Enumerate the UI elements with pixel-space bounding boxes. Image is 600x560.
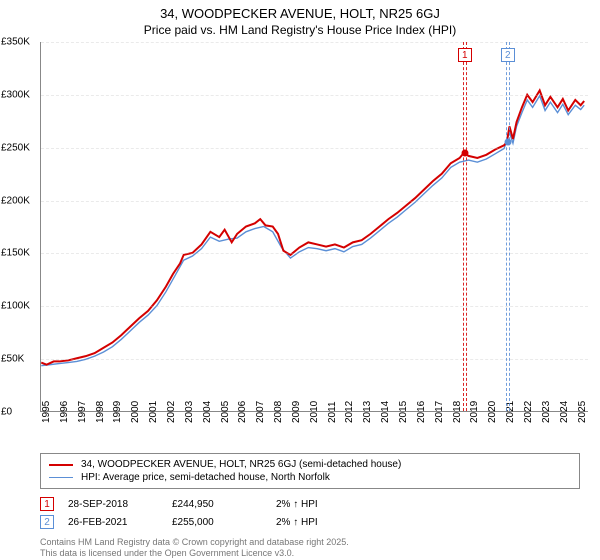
legend-label: 34, WOODPECKER AVENUE, HOLT, NR25 6GJ (s… bbox=[81, 459, 401, 470]
plot-area: £0£50K£100K£150K£200K£250K£300K£350K1995… bbox=[40, 42, 588, 412]
footnote-line1: Contains HM Land Registry data © Crown c… bbox=[40, 537, 580, 548]
marker-label: 1 bbox=[458, 48, 472, 62]
x-tick-label: 2012 bbox=[344, 401, 355, 423]
y-tick-label: £150K bbox=[1, 248, 37, 259]
y-tick-label: £0 bbox=[1, 407, 37, 418]
x-tick-label: 2018 bbox=[452, 401, 463, 423]
chart-subtitle: Price paid vs. HM Land Registry's House … bbox=[0, 21, 600, 41]
y-tick-label: £350K bbox=[1, 37, 37, 48]
marker-band bbox=[506, 42, 510, 411]
x-tick-label: 2008 bbox=[273, 401, 284, 423]
y-tick-label: £200K bbox=[1, 195, 37, 206]
y-tick-label: £100K bbox=[1, 301, 37, 312]
row-delta: 2% ↑ HPI bbox=[276, 499, 366, 510]
x-tick-label: 2022 bbox=[523, 401, 534, 423]
x-tick-label: 1995 bbox=[41, 401, 52, 423]
x-tick-label: 2004 bbox=[202, 401, 213, 423]
row-date: 26-FEB-2021 bbox=[68, 517, 158, 528]
x-tick-label: 2006 bbox=[237, 401, 248, 423]
x-tick-label: 2001 bbox=[148, 401, 159, 423]
row-price: £255,000 bbox=[172, 517, 262, 528]
row-delta: 2% ↑ HPI bbox=[276, 517, 366, 528]
x-tick-label: 2010 bbox=[309, 401, 320, 423]
marker-point bbox=[504, 139, 511, 146]
series-line bbox=[41, 96, 584, 366]
x-tick-label: 2002 bbox=[166, 401, 177, 423]
legend-swatch bbox=[49, 464, 73, 466]
x-tick-label: 1998 bbox=[95, 401, 106, 423]
table-row: 1 28-SEP-2018 £244,950 2% ↑ HPI bbox=[40, 497, 580, 511]
row-price: £244,950 bbox=[172, 499, 262, 510]
x-tick-label: 1997 bbox=[77, 401, 88, 423]
x-tick-label: 2016 bbox=[416, 401, 427, 423]
marker-label: 2 bbox=[501, 48, 515, 62]
legend-item: 34, WOODPECKER AVENUE, HOLT, NR25 6GJ (s… bbox=[49, 458, 571, 471]
row-date: 28-SEP-2018 bbox=[68, 499, 158, 510]
chart-container: 34, WOODPECKER AVENUE, HOLT, NR25 6GJ Pr… bbox=[0, 0, 600, 560]
chart-title: 34, WOODPECKER AVENUE, HOLT, NR25 6GJ bbox=[0, 0, 600, 21]
x-tick-label: 2015 bbox=[398, 401, 409, 423]
x-tick-label: 2014 bbox=[380, 401, 391, 423]
marker-band bbox=[463, 42, 467, 411]
legend-box: 34, WOODPECKER AVENUE, HOLT, NR25 6GJ (s… bbox=[40, 453, 580, 489]
row-marker: 2 bbox=[40, 515, 54, 529]
x-tick-label: 2003 bbox=[184, 401, 195, 423]
x-tick-label: 2023 bbox=[541, 401, 552, 423]
table-row: 2 26-FEB-2021 £255,000 2% ↑ HPI bbox=[40, 515, 580, 529]
x-tick-label: 2011 bbox=[327, 401, 338, 423]
y-tick-label: £300K bbox=[1, 89, 37, 100]
footnote-line2: This data is licensed under the Open Gov… bbox=[40, 548, 580, 559]
y-tick-label: £50K bbox=[1, 354, 37, 365]
legend-label: HPI: Average price, semi-detached house,… bbox=[81, 472, 330, 483]
x-tick-label: 2013 bbox=[362, 401, 373, 423]
x-tick-label: 2007 bbox=[255, 401, 266, 423]
x-tick-label: 1999 bbox=[112, 401, 123, 423]
x-tick-label: 2000 bbox=[130, 401, 141, 423]
x-tick-label: 2009 bbox=[291, 401, 302, 423]
x-tick-label: 2005 bbox=[220, 401, 231, 423]
x-tick-label: 1996 bbox=[59, 401, 70, 423]
x-tick-label: 2024 bbox=[559, 401, 570, 423]
marker-point bbox=[461, 150, 468, 157]
row-marker: 1 bbox=[40, 497, 54, 511]
x-tick-label: 2025 bbox=[577, 401, 588, 423]
x-tick-label: 2020 bbox=[487, 401, 498, 423]
x-tick-label: 2019 bbox=[469, 401, 480, 423]
y-tick-label: £250K bbox=[1, 142, 37, 153]
legend-item: HPI: Average price, semi-detached house,… bbox=[49, 471, 571, 484]
series-line bbox=[41, 90, 584, 364]
x-tick-label: 2017 bbox=[434, 401, 445, 423]
legend-swatch bbox=[49, 477, 73, 478]
